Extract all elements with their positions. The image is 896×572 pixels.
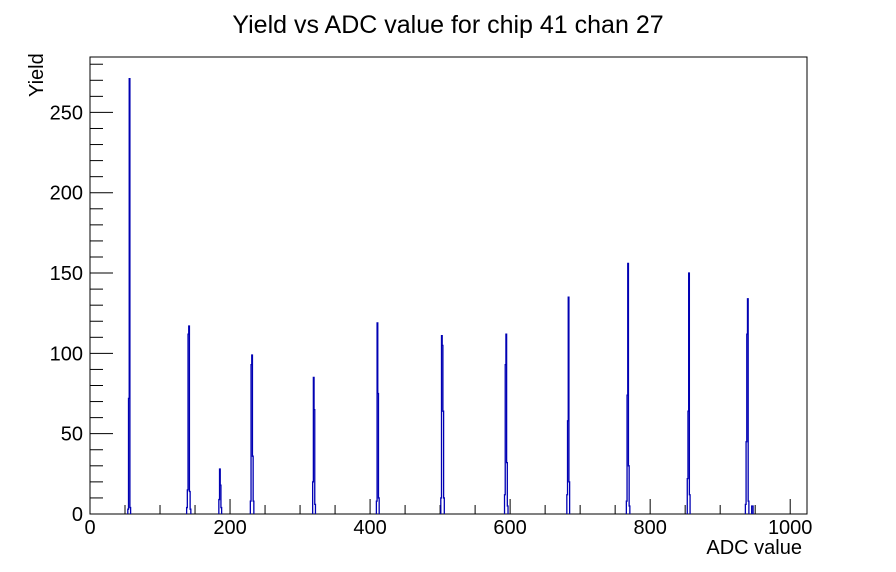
- y-tick-label: 150: [50, 263, 83, 285]
- x-tick-label: 800: [633, 517, 666, 539]
- histogram-spike: [625, 262, 631, 514]
- y-tick-label: 0: [72, 504, 83, 526]
- histogram-spike: [744, 298, 750, 514]
- y-tick-label: 250: [50, 102, 83, 124]
- x-tick-label: 200: [213, 517, 246, 539]
- y-tick-label: 200: [50, 183, 83, 205]
- x-tick-label: 600: [493, 517, 526, 539]
- x-tick-label: 0: [84, 517, 95, 539]
- histogram-spike: [503, 333, 509, 514]
- plot-frame: [89, 56, 808, 515]
- y-tick-label: 100: [50, 343, 83, 365]
- x-tick-label: 400: [353, 517, 386, 539]
- histogram-spike: [185, 325, 192, 514]
- x-tick-label: 1000: [768, 517, 813, 539]
- histogram-spike: [566, 296, 571, 514]
- histogram-spike: [127, 78, 132, 514]
- page-title: Yield vs ADC value for chip 41 chan 27: [232, 11, 664, 39]
- x-axis-title: ADC value: [706, 537, 802, 559]
- histogram-spike: [218, 468, 223, 514]
- histogram-spike: [249, 354, 255, 514]
- y-tick-label: 50: [61, 424, 83, 446]
- histogram-spike: [375, 322, 380, 514]
- histogram-spike: [440, 335, 445, 514]
- histogram-spike: [751, 505, 754, 514]
- histogram-spike: [686, 272, 691, 514]
- histogram-spike: [312, 376, 317, 514]
